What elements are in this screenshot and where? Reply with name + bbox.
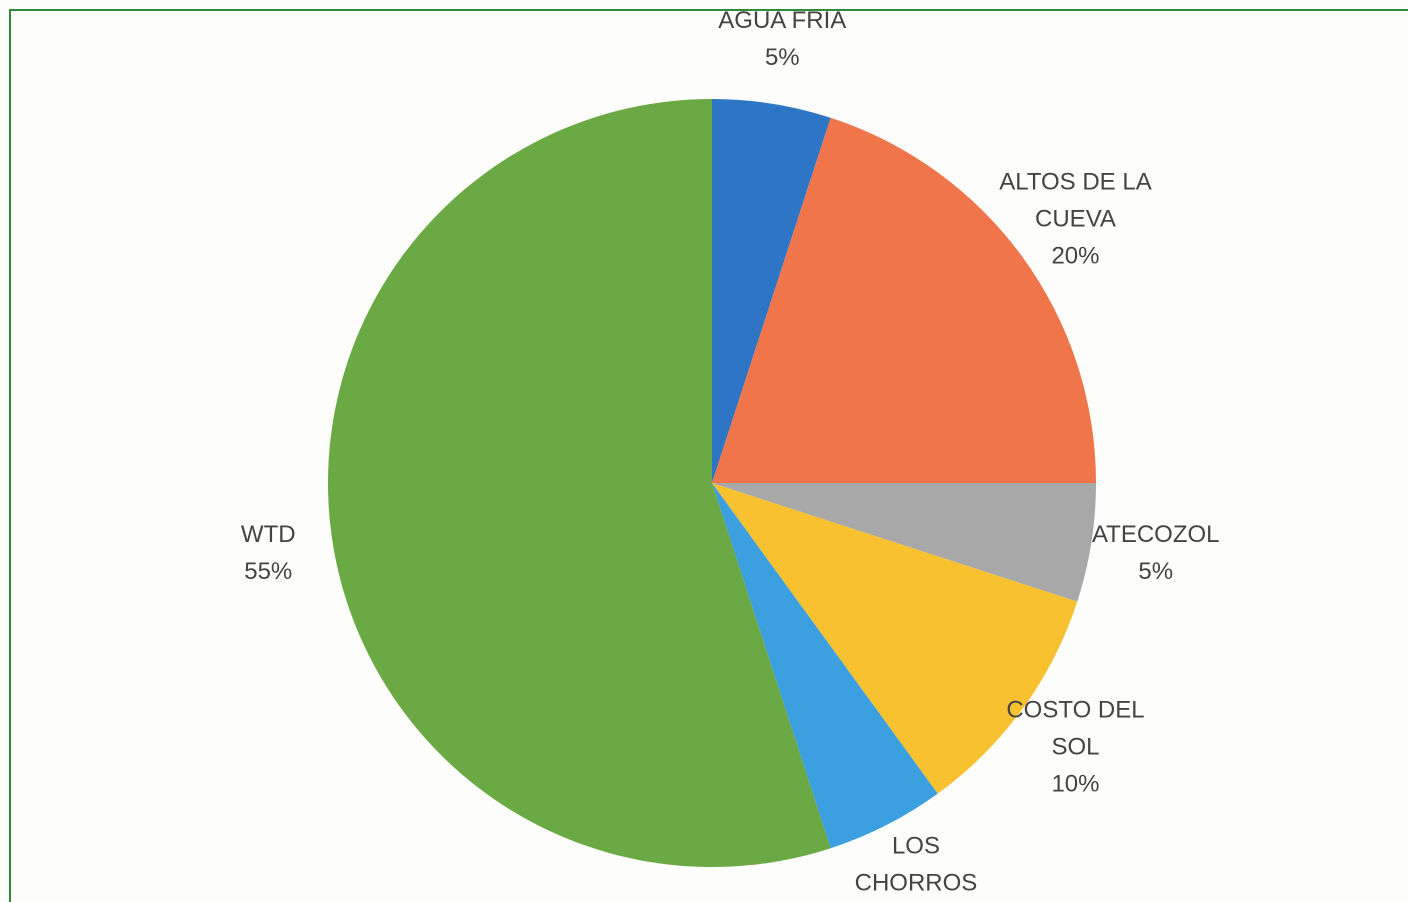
category-label: ATECOZOL (1091, 521, 1220, 549)
pie-slice (712, 483, 938, 849)
data-label: COSTO DEL SOL 10% (990, 692, 1160, 803)
value-label: 5% (764, 44, 800, 72)
data-label: ATECOZOL 5% (1092, 516, 1220, 590)
data-label: WTD 55% (241, 516, 296, 590)
pie-slice (327, 99, 831, 868)
value-label: 10% (1051, 770, 1100, 798)
pie-slice (712, 117, 1096, 483)
data-label: ALTOS DE LA CUEVA 20% (990, 163, 1160, 274)
category-label: COSTO DEL SOL (1006, 696, 1145, 761)
value-label: 55% (244, 558, 293, 586)
category-label: AGUA FRIA (718, 7, 847, 35)
category-label: LOS CHORROS (854, 832, 978, 897)
pie-slice (712, 99, 831, 483)
category-label: ALTOS DE LA CUEVA (999, 168, 1152, 233)
pie-slice (712, 483, 1078, 794)
chart-frame (9, 9, 1408, 902)
value-label: 20% (1051, 242, 1100, 270)
category-label: WTD (240, 521, 296, 549)
pie-slice (712, 483, 1096, 602)
data-label: LOS CHORROS5% (831, 828, 1001, 902)
data-label: AGUA FRIA 5% (718, 2, 846, 76)
value-label: 5% (1138, 558, 1174, 586)
